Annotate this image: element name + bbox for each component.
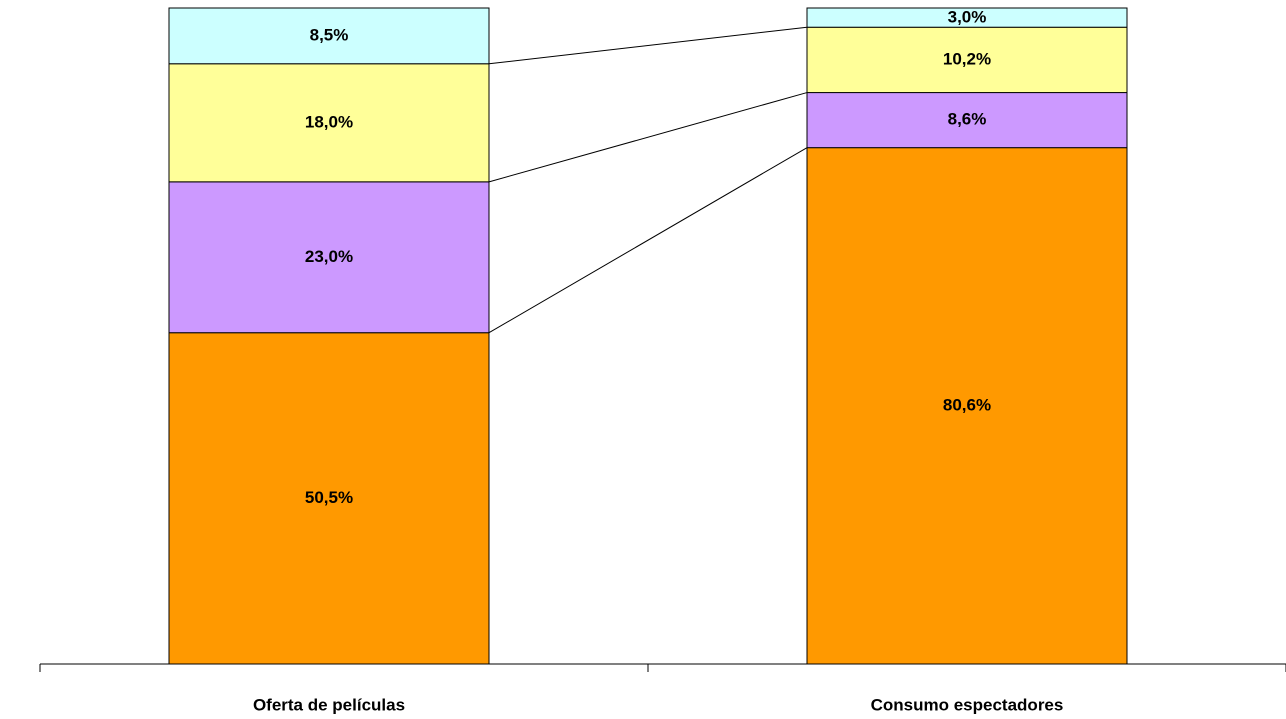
value-label: 80,6% <box>943 395 991 414</box>
bar-segment <box>806 92 1128 149</box>
bar-segment <box>806 7 1128 28</box>
connector-line <box>488 92 808 183</box>
value-label: 3,0% <box>948 7 987 26</box>
bar-segment <box>168 7 490 65</box>
bar-segment <box>168 332 490 665</box>
value-label: 10,2% <box>943 49 991 68</box>
x-tick-label: Consumo espectadores <box>871 695 1064 714</box>
bar-segment <box>168 63 490 183</box>
value-label: 8,5% <box>310 25 349 44</box>
connector-line <box>488 26 808 65</box>
value-label: 8,6% <box>948 110 987 129</box>
bar-segment <box>806 26 1128 94</box>
value-label: 50,5% <box>305 488 353 507</box>
value-label: 18,0% <box>305 112 353 131</box>
value-label: 23,0% <box>305 247 353 266</box>
connector-line <box>488 147 808 334</box>
bar-segment <box>806 147 1128 665</box>
x-tick-label: Oferta de películas <box>253 695 405 714</box>
